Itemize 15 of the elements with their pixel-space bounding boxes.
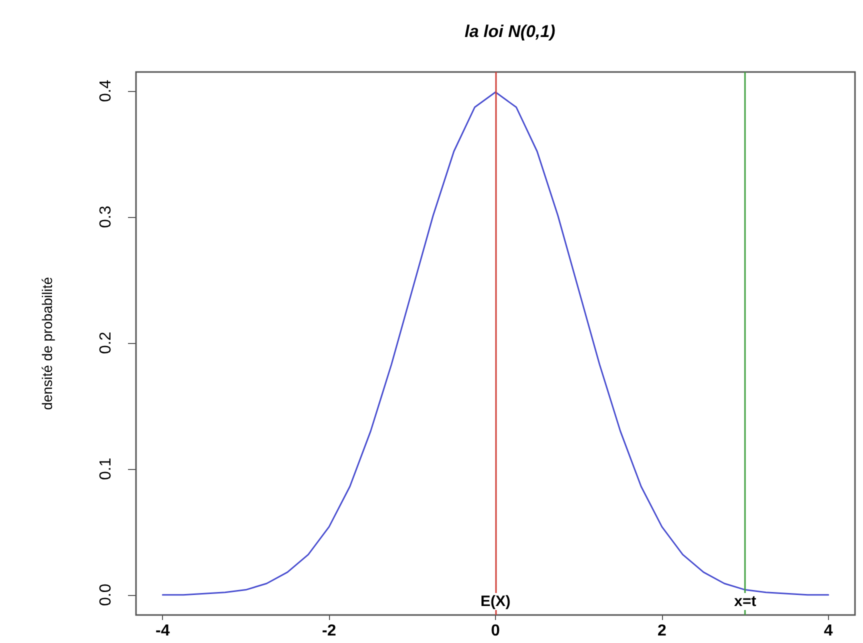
- x-tick-label: 2: [657, 622, 666, 640]
- y-tick-label: 0.3: [98, 206, 114, 228]
- y-tick-label: 0.0: [98, 584, 114, 606]
- ref-line-label: x=t: [734, 593, 756, 610]
- y-axis-title: densité de probabilité: [39, 276, 55, 410]
- y-tick-label: 0.2: [98, 332, 114, 354]
- x-tick-label: 4: [824, 622, 833, 640]
- x-tick-label: 0: [491, 622, 500, 640]
- y-tick-label: 0.4: [98, 80, 114, 102]
- x-tick-label: -4: [156, 622, 170, 640]
- ref-line-label: E(X): [480, 593, 511, 610]
- chart-title: la loi N(0,1): [464, 22, 556, 41]
- y-tick-label: 0.1: [98, 458, 114, 480]
- x-tick-label: -2: [322, 622, 336, 640]
- line-series: [162, 91, 830, 596]
